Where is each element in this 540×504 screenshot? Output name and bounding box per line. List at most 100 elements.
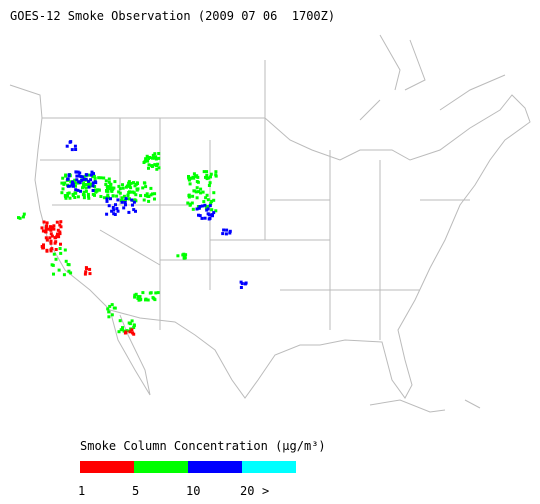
legend-tick-label: 1 [78, 484, 85, 498]
smoke-pixel [49, 241, 53, 245]
smoke-pixel [134, 182, 138, 186]
smoke-pixel [110, 186, 114, 190]
smoke-pixel [102, 196, 106, 200]
smoke-pixel [116, 198, 120, 202]
smoke-pixel [22, 212, 26, 216]
smoke-pixel [50, 225, 54, 229]
smoke-pixel [86, 183, 90, 187]
smoke-pixel [118, 191, 122, 195]
smoke-pixel [73, 191, 77, 195]
smoke-pixel [88, 272, 92, 276]
smoke-pixel [208, 181, 212, 185]
smoke-pixel [196, 180, 200, 184]
smoke-pixel [107, 310, 111, 314]
smoke-pixel [91, 181, 95, 185]
smoke-pixel [128, 185, 132, 188]
smoke-pixel [122, 206, 126, 210]
smoke-pixel [214, 173, 218, 177]
smoke-pixel [105, 195, 109, 199]
smoke-pixel [199, 187, 203, 191]
smoke-pixel [69, 271, 73, 275]
smoke-pixel [84, 177, 88, 181]
smoke-pixel [52, 227, 56, 231]
smoke-pixel [74, 184, 77, 188]
smoke-pixel [132, 181, 135, 185]
smoke-pixel [91, 192, 95, 196]
smoke-pixel [208, 216, 212, 220]
smoke-pixel [212, 211, 216, 215]
smoke-pixel [207, 176, 210, 180]
smoke-pixel [49, 239, 53, 243]
smoke-pixel [68, 196, 72, 200]
smoke-pixel [64, 174, 68, 178]
smoke-pixel [67, 269, 71, 273]
smoke-pixel [107, 177, 111, 181]
smoke-pixel [129, 181, 133, 185]
smoke-pixel [64, 259, 68, 263]
smoke-pixel [72, 184, 75, 188]
smoke-pixel [49, 228, 53, 232]
smoke-pixel [108, 304, 112, 308]
smoke-pixel [151, 296, 155, 300]
smoke-pixel [71, 182, 75, 186]
smoke-pixel [120, 200, 124, 204]
smoke-pixel [186, 201, 190, 205]
legend-swatch [134, 461, 188, 473]
smoke-pixel [59, 220, 63, 224]
smoke-pixel [71, 180, 74, 184]
smoke-pixel [150, 165, 154, 168]
smoke-pixel [63, 181, 67, 185]
smoke-pixel [196, 175, 200, 179]
smoke-pixel [154, 155, 158, 159]
smoke-pixel [79, 175, 83, 178]
smoke-observations [17, 140, 248, 336]
smoke-pixel [138, 295, 142, 299]
smoke-pixel [194, 190, 198, 194]
smoke-pixel [147, 199, 151, 203]
smoke-pixel [77, 174, 81, 178]
smoke-pixel [69, 140, 73, 144]
smoke-pixel [87, 179, 90, 183]
smoke-pixel [49, 232, 53, 236]
smoke-pixel [47, 227, 51, 231]
smoke-pixel [45, 238, 49, 242]
smoke-pixel [157, 156, 161, 160]
smoke-pixel [85, 173, 89, 177]
smoke-pixel [57, 235, 61, 239]
smoke-pixel [75, 178, 79, 182]
smoke-pixel [146, 159, 150, 163]
smoke-pixel [123, 201, 127, 204]
smoke-pixel [203, 203, 207, 207]
smoke-pixel [88, 267, 92, 271]
smoke-pixel [107, 204, 111, 208]
smoke-pixel [127, 191, 131, 194]
smoke-pixel [149, 193, 153, 197]
smoke-pixel [67, 263, 71, 267]
smoke-pixel [76, 170, 80, 174]
smoke-pixel [206, 204, 210, 208]
smoke-pixel [145, 154, 149, 158]
smoke-pixel [117, 184, 121, 188]
smoke-pixel [126, 194, 130, 197]
smoke-pixel [104, 179, 108, 183]
smoke-pixel [145, 192, 149, 196]
smoke-pixel [138, 298, 142, 302]
smoke-pixel [83, 272, 87, 276]
smoke-pixel [240, 282, 244, 286]
smoke-pixel [130, 319, 134, 323]
smoke-pixel [205, 170, 209, 174]
smoke-pixel [66, 194, 69, 198]
smoke-pixel [42, 243, 45, 247]
smoke-pixel [239, 286, 243, 289]
smoke-pixel [89, 178, 93, 182]
smoke-pixel [212, 198, 216, 202]
smoke-pixel [134, 209, 137, 213]
smoke-pixel [110, 209, 114, 213]
smoke-pixel [113, 306, 117, 310]
smoke-pixel [151, 156, 154, 160]
smoke-pixel [106, 193, 110, 197]
smoke-pixel [228, 229, 232, 233]
smoke-pixel [200, 204, 204, 208]
smoke-pixel [66, 184, 70, 188]
smoke-pixel [195, 196, 199, 200]
